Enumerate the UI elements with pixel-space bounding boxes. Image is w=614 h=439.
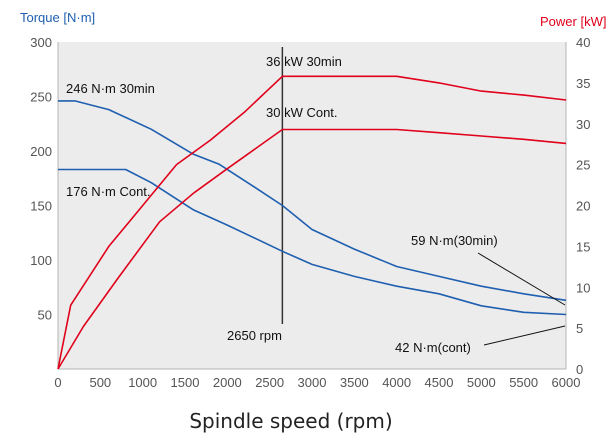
left-axis-title: Torque [N·m] [20,10,95,25]
y-right-tick-label: 15 [576,239,590,254]
y-left-tick-label: 100 [30,253,52,268]
annotation-peak-torque-30min: 246 N·m 30min [66,81,155,96]
y-left-tick-label: 200 [30,144,52,159]
series-line-2 [58,168,567,316]
series-line-3 [57,75,567,370]
annotation-power-30min: 36 kW 30min [266,54,342,69]
y-right-tick-label: 5 [576,321,583,336]
y-right-tick-label: 0 [576,362,583,377]
marker-label: 2650 rpm [227,328,282,343]
y-right-tick-label: 10 [576,280,590,295]
y-left-tick-label: 250 [30,90,52,105]
x-tick-label: 4000 [382,375,411,390]
y-right-tick-label: 20 [576,199,590,214]
leader-line-cont [483,325,566,346]
x-tick-label: 3000 [298,375,327,390]
x-tick-label: 5000 [467,375,496,390]
leader-line-30min [477,252,566,306]
x-tick-label: 2000 [213,375,242,390]
x-tick-label: 5500 [509,375,538,390]
x-tick-label: 1000 [128,375,157,390]
x-tick-label: 2500 [255,375,284,390]
y-left-tick-label: 150 [30,199,52,214]
y-right-tick-label: 25 [576,158,590,173]
series-line-1 [58,100,567,302]
annotation-end-torque-cont: 42 N·m(cont) [395,340,471,355]
annotation-end-torque-30min: 59 N·m(30min) [411,233,498,248]
right-axis-title: Power [kW] [540,14,606,29]
x-tick-label: 500 [89,375,111,390]
x-tick-label: 3500 [340,375,369,390]
annotation-power-cont: 30 kW Cont. [266,105,338,120]
x-tick-label: 4500 [425,375,454,390]
annotation-torque-cont: 176 N·m Cont. [66,184,151,199]
y-left-tick-label: 300 [30,35,52,50]
y-right-tick-label: 40 [576,35,590,50]
y-right-tick-label: 30 [576,117,590,132]
x-tick-label: 0 [54,375,61,390]
x-tick-label: 6000 [552,375,581,390]
y-right-tick-label: 35 [576,76,590,91]
series-line-4 [57,128,567,370]
x-axis-label: Spindle speed (rpm) [189,409,392,433]
x-tick-label: 1500 [171,375,200,390]
y-left-tick-label: 50 [38,308,52,323]
